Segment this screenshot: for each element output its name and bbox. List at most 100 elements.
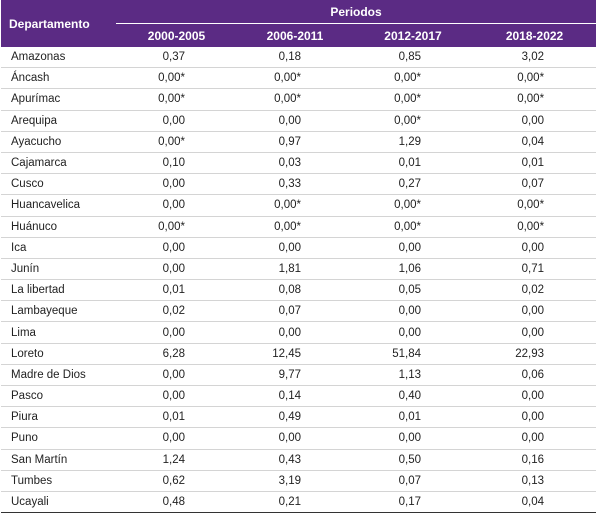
table-row: Amazonas 0,37 0,18 0,85 3,02 xyxy=(1,47,597,69)
row-label: Lambayeque xyxy=(1,300,116,323)
row-label: Cusco xyxy=(1,173,116,196)
row-label: La libertad xyxy=(1,279,116,302)
cell-value: 0,00 xyxy=(473,385,597,408)
cell-value: 0,49 xyxy=(237,406,353,429)
row-label: Áncash xyxy=(1,67,116,90)
cell-value: 0,16 xyxy=(473,449,597,471)
table-row: Madre de Dios 0,00 9,77 1,13 0,06 xyxy=(1,364,597,387)
cell-value: 0,00 xyxy=(116,194,237,217)
table-row: Arequipa 0,00 0,00 0,00* 0,00 xyxy=(1,110,597,132)
cell-value: 0,00* xyxy=(237,67,353,90)
cell-value: 0,04 xyxy=(473,491,597,514)
cell-value: 0,00* xyxy=(116,67,237,90)
row-label: San Martín xyxy=(1,449,116,471)
cell-value: 0,00 xyxy=(473,427,597,450)
cell-value: 0,00 xyxy=(473,110,597,132)
cell-value: 0,00 xyxy=(116,427,237,450)
cell-value: 0,00 xyxy=(116,385,237,408)
table-row: Apurímac 0,00* 0,00* 0,00* 0,00* xyxy=(1,88,597,111)
row-label: Ucayali xyxy=(1,491,116,514)
row-label: Puno xyxy=(1,427,116,450)
table-row: Junín 0,00 1,81 1,06 0,71 xyxy=(1,258,597,281)
cell-value: 0,03 xyxy=(237,152,353,175)
cell-value: 0,50 xyxy=(353,449,473,471)
row-label: Madre de Dios xyxy=(1,364,116,387)
table-row: Puno 0,00 0,00 0,00 0,00 xyxy=(1,427,597,450)
cell-value: 0,00 xyxy=(116,258,237,281)
row-label: Apurímac xyxy=(1,88,116,111)
cell-value: 0,00* xyxy=(473,88,597,111)
cell-value: 0,00* xyxy=(353,67,473,90)
cell-value: 0,33 xyxy=(237,173,353,196)
cell-value: 12,45 xyxy=(237,343,353,365)
column-header: 2012-2017 xyxy=(353,23,473,47)
column-header: 2000-2005 xyxy=(116,23,237,47)
cell-value: 0,00 xyxy=(237,427,353,450)
cell-value: 51,84 xyxy=(353,343,473,365)
table-row: Tumbes 0,62 3,19 0,07 0,13 xyxy=(1,470,597,492)
cell-value: 0,21 xyxy=(237,491,353,514)
table-row: Loreto 6,28 12,45 51,84 22,93 xyxy=(1,343,597,365)
cell-value: 0,00* xyxy=(237,88,353,111)
cell-value: 0,08 xyxy=(237,279,353,302)
cell-value: 0,06 xyxy=(473,364,597,387)
column-header: 2006-2011 xyxy=(237,23,353,47)
cell-value: 0,05 xyxy=(353,279,473,302)
cell-value: 0,00* xyxy=(353,110,473,132)
row-label: Tumbes xyxy=(1,470,116,492)
cell-value: 0,00 xyxy=(473,237,597,259)
row-label: Ica xyxy=(1,237,116,259)
cell-value: 0,00 xyxy=(473,321,597,344)
cell-value: 0,00* xyxy=(353,88,473,111)
row-label: Pasco xyxy=(1,385,116,408)
table-row: Huánuco 0,00* 0,00* 0,00* 0,00* xyxy=(1,216,597,238)
row-label-header: Departamento xyxy=(1,0,116,47)
cell-value: 1,13 xyxy=(353,364,473,387)
row-label: Piura xyxy=(1,406,116,429)
cell-value: 0,07 xyxy=(473,173,597,196)
cell-value: 0,18 xyxy=(237,47,353,69)
cell-value: 0,07 xyxy=(237,300,353,323)
table-row: Ucayali 0,48 0,21 0,17 0,04 xyxy=(1,491,597,514)
row-label: Amazonas xyxy=(1,47,116,69)
table-row: Cajamarca 0,10 0,03 0,01 0,01 xyxy=(1,152,597,175)
row-label: Huancavelica xyxy=(1,194,116,217)
cell-value: 0,01 xyxy=(116,279,237,302)
cell-value: 0,00* xyxy=(353,194,473,217)
table-body: Amazonas 0,37 0,18 0,85 3,02 Áncash 0,00* 0,00*… xyxy=(1,47,597,514)
cell-value: 0,10 xyxy=(116,152,237,175)
table-row: Pasco 0,00 0,14 0,40 0,00 xyxy=(1,385,597,408)
cell-value: 0,00 xyxy=(473,406,597,429)
cell-value: 0,00* xyxy=(237,194,353,217)
cell-value: 0,00* xyxy=(116,88,237,111)
cell-value: 0,00 xyxy=(353,427,473,450)
cell-value: 0,00 xyxy=(116,364,237,387)
cell-value: 0,01 xyxy=(353,406,473,429)
cell-value: 6,28 xyxy=(116,343,237,365)
cell-value: 0,48 xyxy=(116,491,237,514)
cell-value: 0,00 xyxy=(353,300,473,323)
cell-value: 0,43 xyxy=(237,449,353,471)
cell-value: 0,17 xyxy=(353,491,473,514)
cell-value: 22,93 xyxy=(473,343,597,365)
group-header: Periodos xyxy=(116,0,597,24)
table-row: Lambayeque 0,02 0,07 0,00 0,00 xyxy=(1,300,597,323)
cell-value: 0,00* xyxy=(116,216,237,238)
cell-value: 0,00 xyxy=(116,110,237,132)
cell-value: 0,00 xyxy=(237,321,353,344)
row-label: Lima xyxy=(1,321,116,344)
cell-value: 1,06 xyxy=(353,258,473,281)
row-label: Arequipa xyxy=(1,110,116,132)
cell-value: 0,00 xyxy=(237,237,353,259)
cell-value: 0,00* xyxy=(237,216,353,238)
cell-value: 0,13 xyxy=(473,470,597,492)
row-label: Loreto xyxy=(1,343,116,365)
column-header: 2018-2022 xyxy=(473,23,597,47)
cell-value: 3,19 xyxy=(237,470,353,492)
cell-value: 0,00 xyxy=(237,110,353,132)
table-row: San Martín 1,24 0,43 0,50 0,16 xyxy=(1,449,597,471)
row-label: Cajamarca xyxy=(1,152,116,175)
cell-value: 0,01 xyxy=(353,152,473,175)
